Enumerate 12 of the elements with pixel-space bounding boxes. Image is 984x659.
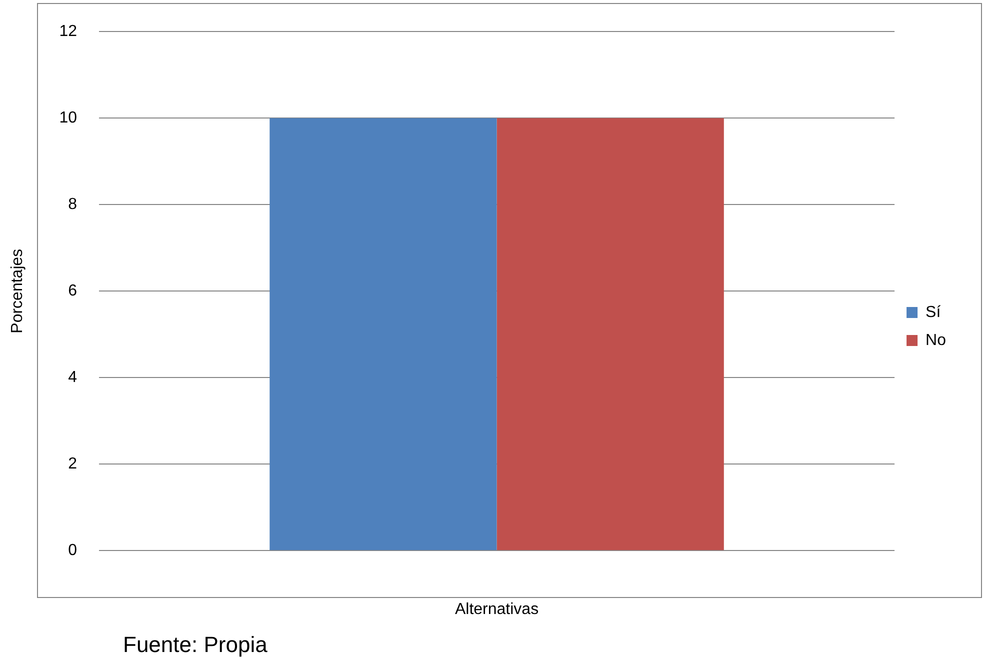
source-note: Fuente: Propia [123, 632, 268, 657]
legend-label: No [926, 332, 946, 349]
y-tick-label: 8 [68, 196, 78, 214]
y-tick-label: 4 [68, 369, 78, 386]
y-tick-label: 0 [68, 542, 78, 560]
y-tick-label: 12 [59, 23, 78, 40]
x-axis-title: Alternativas [454, 600, 539, 618]
y-tick-label: 2 [68, 456, 78, 473]
y-tick-label: 10 [59, 110, 78, 127]
legend-label: Sí [926, 304, 942, 321]
y-axis-title: Porcentajes [9, 248, 26, 334]
y-tick-label: 6 [68, 282, 78, 300]
